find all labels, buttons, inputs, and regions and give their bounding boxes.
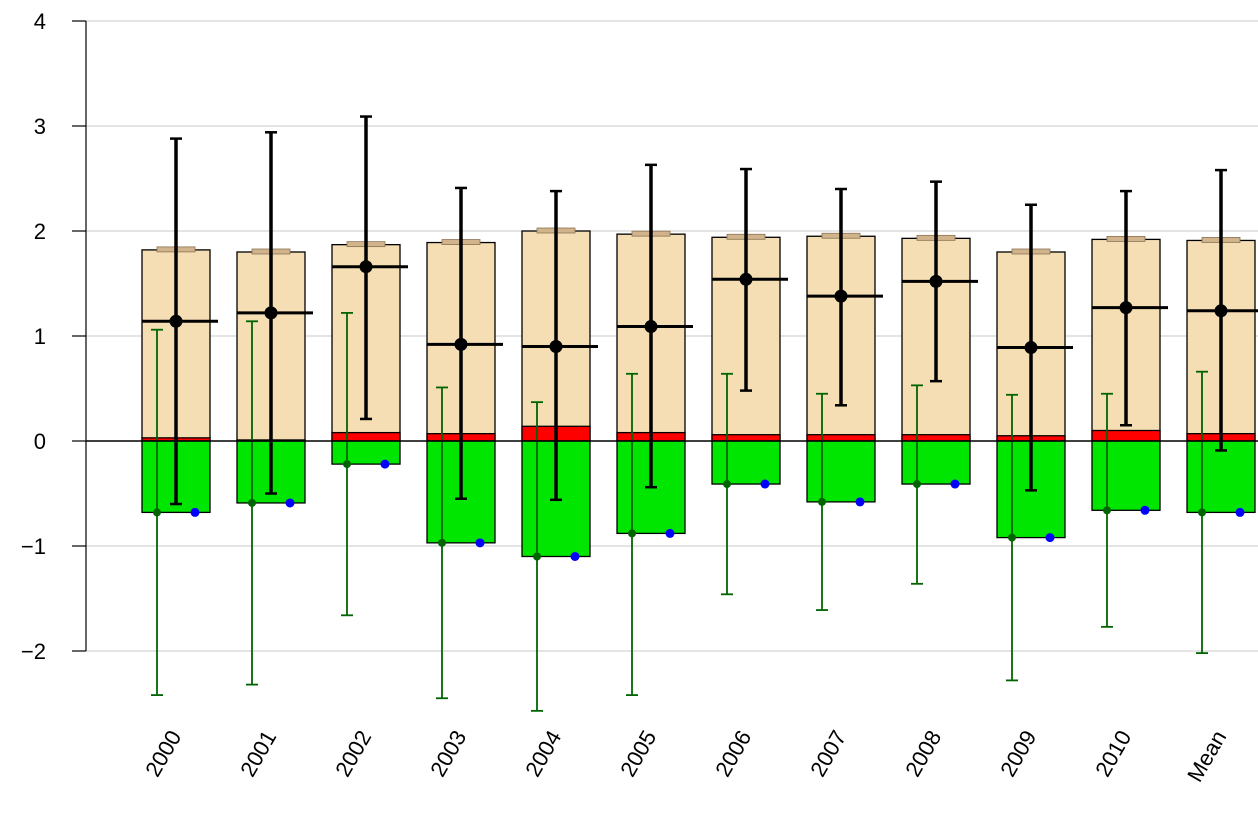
positive-errorbar-mean-point [169,314,183,328]
x-tick-label: 2000 [140,726,186,781]
blue-point [1045,533,1055,543]
positive-errorbar-mean-point [739,272,753,286]
x-tick-label: 2005 [615,726,661,781]
blue-point [855,497,865,507]
small-bar [1091,429,1161,442]
small-bar [806,434,876,442]
blue-point [190,507,200,517]
y-tick-label-1: −1 [21,534,46,559]
y-tick-label-6: 4 [34,9,46,34]
errorbar-layer [142,115,1258,712]
negative-bar [806,440,876,503]
x-tick-label: 2010 [1090,726,1136,781]
blue-point [570,552,580,561]
x-tick-label: 2004 [520,726,566,781]
negative-bar [1091,440,1161,511]
negative-bar [331,440,401,465]
x-tick-label: Mean [1182,726,1231,786]
blue-point [1140,505,1150,515]
positive-errorbar-mean-point [359,260,373,274]
blue-point [760,479,770,489]
x-tick-label: 2003 [425,726,471,781]
negative-errorbar-mean-point [438,538,446,547]
blue-point [285,498,295,508]
positive-errorbar-mean-point [1024,341,1038,355]
negative-bar [901,440,971,485]
small-bar [331,431,401,442]
x-tick-label: 2002 [330,726,376,781]
blue-point [665,528,675,538]
negative-errorbar-mean-point [1008,533,1016,542]
x-tick-label: 2007 [805,726,851,781]
bars-layer [141,227,1256,558]
y-tick-label-3: 1 [34,324,46,349]
negative-errorbar-mean-point [533,552,541,561]
x-tick-label: 2001 [235,726,281,781]
negative-errorbar-mean-point [1198,508,1206,517]
x-tick-label: 2006 [710,726,756,781]
blue-point [380,459,390,469]
negative-errorbar-mean-point [628,529,636,538]
blue-point [475,538,485,548]
positive-errorbar-mean-point [454,337,468,351]
small-bar [711,434,781,442]
y-tick-label-4: 2 [34,219,46,244]
negative-errorbar-mean-point [818,497,826,506]
positive-errorbar-mean-point [1214,304,1228,318]
positive-errorbar-mean-point [644,320,658,334]
negative-errorbar-mean-point [153,508,161,517]
positive-errorbar-mean-point [834,289,848,303]
positive-errorbar-mean-point [929,274,943,288]
negative-errorbar-mean-point [723,480,731,489]
axis-layer [72,20,1258,652]
small-bar [901,434,971,442]
x-tick-label: 2008 [900,726,946,781]
x-tick-label: 2009 [995,726,1041,781]
blue-point [1235,507,1245,517]
y-tick-label-2: 0 [34,429,46,454]
y-tick-label-0: −2 [21,639,46,664]
y-tick-label-5: 3 [34,114,46,139]
positive-errorbar-mean-point [1119,301,1133,315]
negative-errorbar-mean-point [343,460,351,469]
negative-bar [711,440,781,485]
positive-errorbar-mean-point [264,306,278,320]
negative-errorbar-mean-point [913,480,921,489]
positive-errorbar-mean-point [549,340,563,353]
negative-errorbar-mean-point [248,498,256,507]
negative-bar [1186,440,1256,514]
negative-errorbar-mean-point [1103,506,1111,515]
blue-point [950,479,960,489]
